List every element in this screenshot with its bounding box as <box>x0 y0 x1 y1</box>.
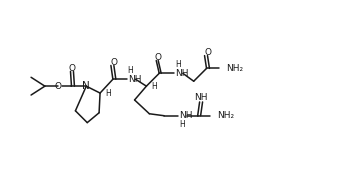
Text: O: O <box>110 58 117 67</box>
Text: H: H <box>128 66 134 75</box>
Text: H: H <box>175 60 181 69</box>
Text: NH: NH <box>194 94 208 102</box>
Text: NH: NH <box>179 111 193 120</box>
Text: O: O <box>69 64 76 73</box>
Text: O: O <box>204 48 211 57</box>
Text: H: H <box>105 88 111 98</box>
Text: NH: NH <box>175 69 188 78</box>
Text: N: N <box>82 81 90 91</box>
Text: O: O <box>54 82 61 91</box>
Text: O: O <box>155 53 162 62</box>
Text: H: H <box>179 120 185 129</box>
Text: H: H <box>151 82 157 91</box>
Text: NH₂: NH₂ <box>226 64 243 73</box>
Text: NH: NH <box>128 75 141 84</box>
Text: NH₂: NH₂ <box>217 111 235 120</box>
